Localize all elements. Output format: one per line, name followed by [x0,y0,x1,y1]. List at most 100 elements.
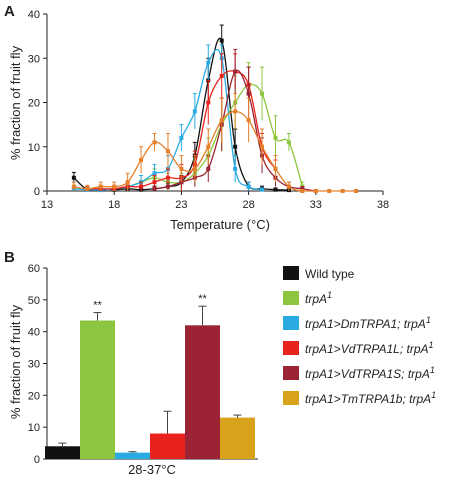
panel-a-series [71,24,359,193]
legend-superscript: 1 [429,340,434,350]
data-point [246,184,251,189]
data-point [152,140,157,145]
legend-swatch-VdTRPA1S [283,366,299,380]
panel-b-y-label: % fraction of fruit fly [8,304,23,419]
legend-swatch-wild_type [283,266,299,280]
bar-DmTRPA1 [115,452,150,459]
data-point [233,144,238,149]
data-point [273,135,278,140]
data-point [139,184,144,189]
data-point [300,189,305,193]
bar-trpA1 [80,320,115,459]
legend-swatch-VdTRPA1L [283,341,299,355]
panel-a-letter: A [4,3,15,20]
data-point [192,109,197,114]
x-tick-label: 18 [108,199,120,211]
series-line-TmTRPA1b [73,110,357,192]
data-point [340,189,345,193]
panel-b-x-label: 28-37°C [128,462,176,477]
legend-superscript: 1 [430,365,435,375]
data-point [273,187,278,192]
y-tick-label: 60 [28,263,40,275]
data-point [233,69,238,74]
data-point [286,140,291,145]
data-point [206,100,211,105]
data-point [206,166,211,171]
data-point [179,135,184,140]
data-point [354,189,359,193]
data-point [260,144,265,149]
y-tick-label: 20 [28,98,40,110]
data-point [246,118,251,123]
series-TmTRPA1b [71,93,359,193]
data-point [165,184,170,189]
data-point [313,189,318,193]
panel-a-y-label: % fraction of fruit fly [8,45,23,160]
data-point [152,171,157,176]
panel-a: A % fraction of fruit fly Temperature (°… [4,3,389,232]
legend-swatch-TmTRPA1b [283,391,299,405]
data-point [112,184,117,189]
legend-superscript: 1 [327,290,332,300]
y-tick-label: 10 [28,422,40,434]
data-point [125,180,130,185]
data-point [85,186,90,191]
data-point [233,109,238,114]
legend-label-wild_type: Wild type [305,267,355,281]
panel-b-legend: Wild type trpA1 trpA1>DmTRPA1; trpA1 trpA1>… [283,266,436,406]
data-point [179,166,184,171]
panel-b-letter: B [4,249,15,266]
y-tick-label: 0 [34,186,40,198]
panel-a-y-ticks: 0 10 20 30 40 [28,9,47,198]
data-point [206,60,211,65]
data-point [219,38,224,43]
data-point [219,118,224,123]
data-point [260,187,265,192]
data-point [71,175,76,180]
legend-label-VdTRPA1L: trpA1>VdTRPA1L; trpA1 [305,340,434,356]
data-point [152,186,157,191]
significance-label: ** [198,293,207,305]
data-point [192,166,197,171]
data-point [139,158,144,163]
panel-a-x-ticks: 13 18 23 28 33 38 [41,191,389,211]
bar-VdTRPA1S [185,325,220,459]
x-tick-label: 23 [175,199,187,211]
legend-superscript: 1 [426,315,431,325]
legend-label-VdTRPA1S: trpA1>VdTRPA1S; trpA1 [305,365,435,381]
data-point [71,184,76,189]
legend-swatch-trpA1 [283,291,299,305]
legend-label-DmTRPA1: trpA1>DmTRPA1; trpA1 [305,315,431,331]
significance-label: ** [93,300,102,312]
y-tick-label: 40 [28,9,40,21]
data-point [98,184,103,189]
data-point [246,91,251,96]
x-tick-label: 13 [41,199,53,211]
data-point [327,189,332,193]
x-tick-label: 28 [242,199,254,211]
panel-b-bars: ** ** [45,293,255,459]
data-point [260,91,265,96]
data-point [233,166,238,171]
data-point [286,184,291,189]
bar-VdTRPA1L [150,433,185,459]
y-tick-label: 0 [34,454,40,466]
y-tick-label: 10 [28,142,40,154]
bar-wild_type [45,446,80,459]
panel-a-x-label: Temperature (°C) [170,217,270,232]
bar-TmTRPA1b [220,417,255,459]
y-tick-label: 50 [28,295,40,307]
legend-label-TmTRPA1b: trpA1>TmTRPA1b; trpA1 [305,390,436,406]
data-point [300,186,305,191]
y-tick-label: 40 [28,327,40,339]
legend-superscript: 1 [431,390,436,400]
x-tick-label: 33 [310,199,322,211]
panel-b: B % fraction of fruit fly 28-37°C 0 10 20 3… [4,249,436,477]
data-point [206,144,211,149]
data-point [152,180,157,185]
y-tick-label: 30 [28,53,40,65]
y-tick-label: 20 [28,390,40,402]
legend-swatch-DmTRPA1 [283,316,299,330]
legend-label-trpA1: trpA1 [305,290,332,306]
